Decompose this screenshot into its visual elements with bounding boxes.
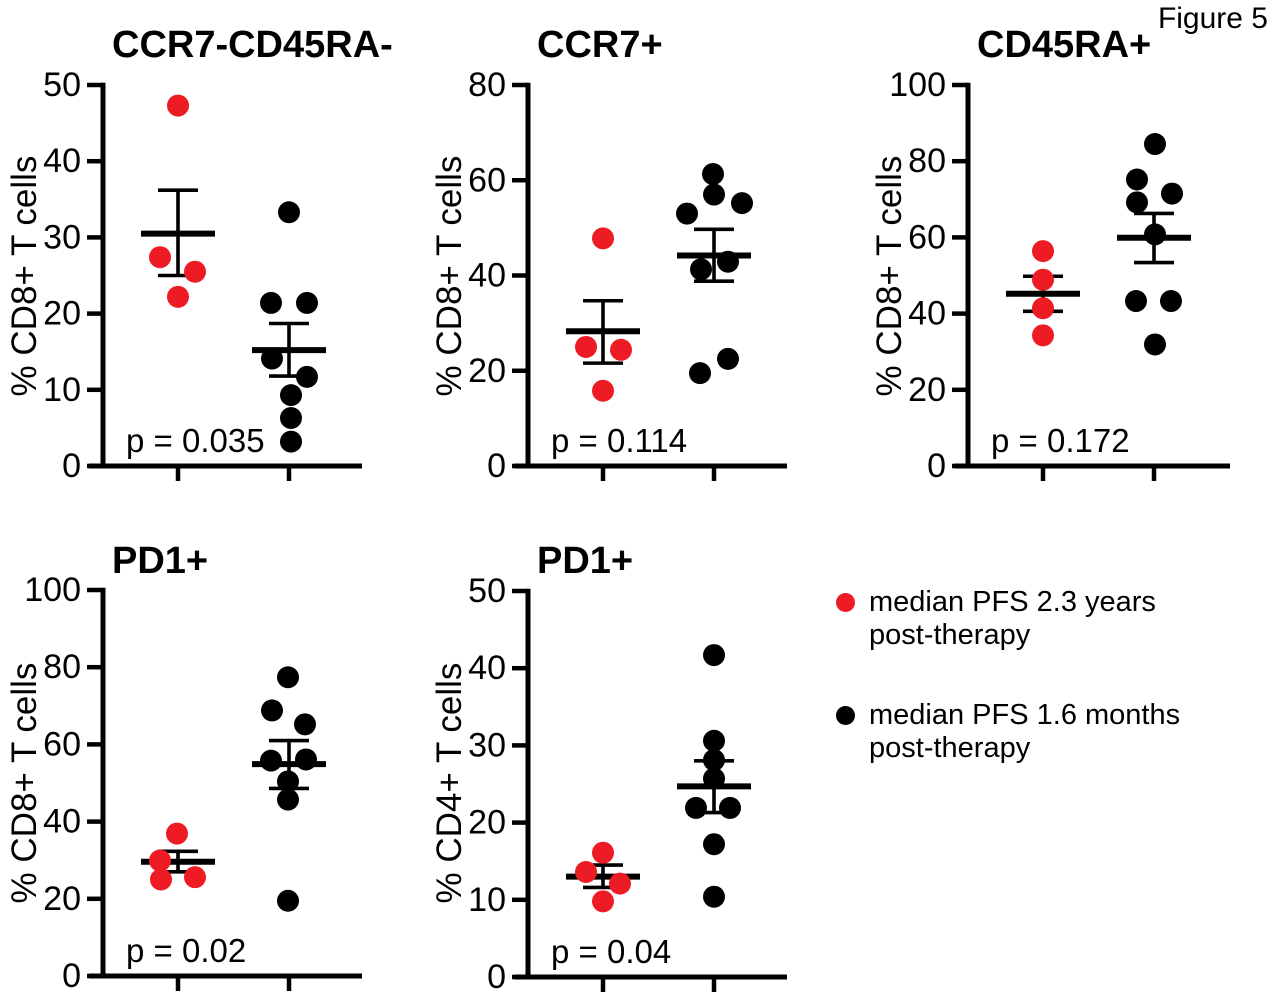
- svg-text:10: 10: [468, 881, 506, 919]
- panel-pd1-cd8: PD1+ % CD8+ T cells 0 20 40 60 80 100 p = 0.02: [0, 540, 430, 993]
- svg-text:80: 80: [908, 142, 946, 180]
- panel-title: CD45RA+: [977, 24, 1152, 66]
- svg-text:40: 40: [908, 295, 946, 333]
- svg-text:30: 30: [43, 218, 81, 256]
- dot-plot-pd1-cd4: 0 10 20 30 40 50 p = 0.04: [468, 572, 787, 993]
- panel-cd45ra-pos: CD45RA+ % CD8+ T cells 0 20 40 60 80 100 p = 0…: [865, 0, 1280, 505]
- svg-text:40: 40: [43, 142, 81, 180]
- svg-text:40: 40: [468, 257, 506, 295]
- svg-text:20: 20: [43, 295, 81, 333]
- legend-label-line-2: post-therapy: [869, 732, 1031, 764]
- svg-text:p = 0.04: p = 0.04: [551, 933, 671, 970]
- svg-text:60: 60: [908, 218, 946, 256]
- panel-pd1-cd4: PD1+ % CD4+ T cells 0 10 20 30 40 50 p = 0.04: [425, 540, 855, 993]
- legend-item-pfs-2-3-years: median PFS 2.3 years post-therapy: [836, 586, 1180, 652]
- svg-text:p = 0.114: p = 0.114: [551, 422, 687, 459]
- svg-text:100: 100: [889, 66, 946, 104]
- svg-text:p = 0.172: p = 0.172: [991, 422, 1130, 459]
- legend: median PFS 2.3 years post-therapy median…: [836, 586, 1180, 765]
- panel-title: PD1+: [537, 540, 634, 582]
- panel-title: CCR7-CD45RA-: [112, 24, 393, 66]
- svg-text:20: 20: [468, 804, 506, 842]
- svg-text:0: 0: [62, 447, 81, 485]
- svg-text:100: 100: [24, 571, 81, 609]
- svg-text:p = 0.02: p = 0.02: [126, 932, 246, 969]
- svg-text:20: 20: [908, 371, 946, 409]
- svg-text:0: 0: [487, 958, 506, 993]
- legend-label-line-2: post-therapy: [869, 619, 1031, 651]
- legend-red-dot-icon: [836, 593, 855, 612]
- panel-ccr7-cd45ra-neg: CCR7-CD45RA- % CD8+ T cells 0 10 20 30 40 50 p…: [0, 0, 430, 505]
- svg-text:80: 80: [468, 66, 506, 104]
- svg-text:60: 60: [468, 161, 506, 199]
- svg-text:20: 20: [43, 880, 81, 918]
- svg-text:10: 10: [43, 371, 81, 409]
- svg-text:30: 30: [468, 726, 506, 764]
- dot-plot-ccr7-pos: 0 20 40 60 80 p = 0.114: [468, 66, 787, 485]
- dot-plot-ccr7-cd45ra-neg: 0 10 20 30 40 50 p = 0.035: [43, 66, 362, 485]
- legend-label-line-1: median PFS 2.3 years: [869, 586, 1156, 618]
- panel-ccr7-pos: CCR7+ % CD8+ T cells 0 20 40 60 80 p = 0.114: [425, 0, 855, 505]
- svg-text:80: 80: [43, 648, 81, 686]
- svg-text:20: 20: [468, 352, 506, 390]
- legend-label-line-1: median PFS 1.6 months: [869, 699, 1181, 731]
- legend-black-dot-icon: [836, 706, 855, 725]
- dot-plot-cd45ra-pos: 0 20 40 60 80 100 p = 0.172: [889, 66, 1230, 485]
- svg-text:p = 0.035: p = 0.035: [126, 422, 265, 459]
- figure-label: Figure 5: [1157, 2, 1268, 35]
- svg-text:60: 60: [43, 725, 81, 763]
- svg-text:40: 40: [43, 803, 81, 841]
- svg-text:40: 40: [468, 649, 506, 687]
- svg-text:50: 50: [43, 66, 81, 104]
- legend-item-pfs-1-6-months: median PFS 1.6 months post-therapy: [836, 699, 1180, 765]
- svg-text:50: 50: [468, 572, 506, 610]
- svg-text:0: 0: [62, 957, 81, 993]
- svg-text:0: 0: [927, 447, 946, 485]
- panel-title: PD1+: [112, 540, 209, 582]
- dot-plot-pd1-cd8: 0 20 40 60 80 100 p = 0.02: [24, 571, 362, 993]
- svg-text:0: 0: [487, 447, 506, 485]
- panel-title: CCR7+: [537, 24, 663, 66]
